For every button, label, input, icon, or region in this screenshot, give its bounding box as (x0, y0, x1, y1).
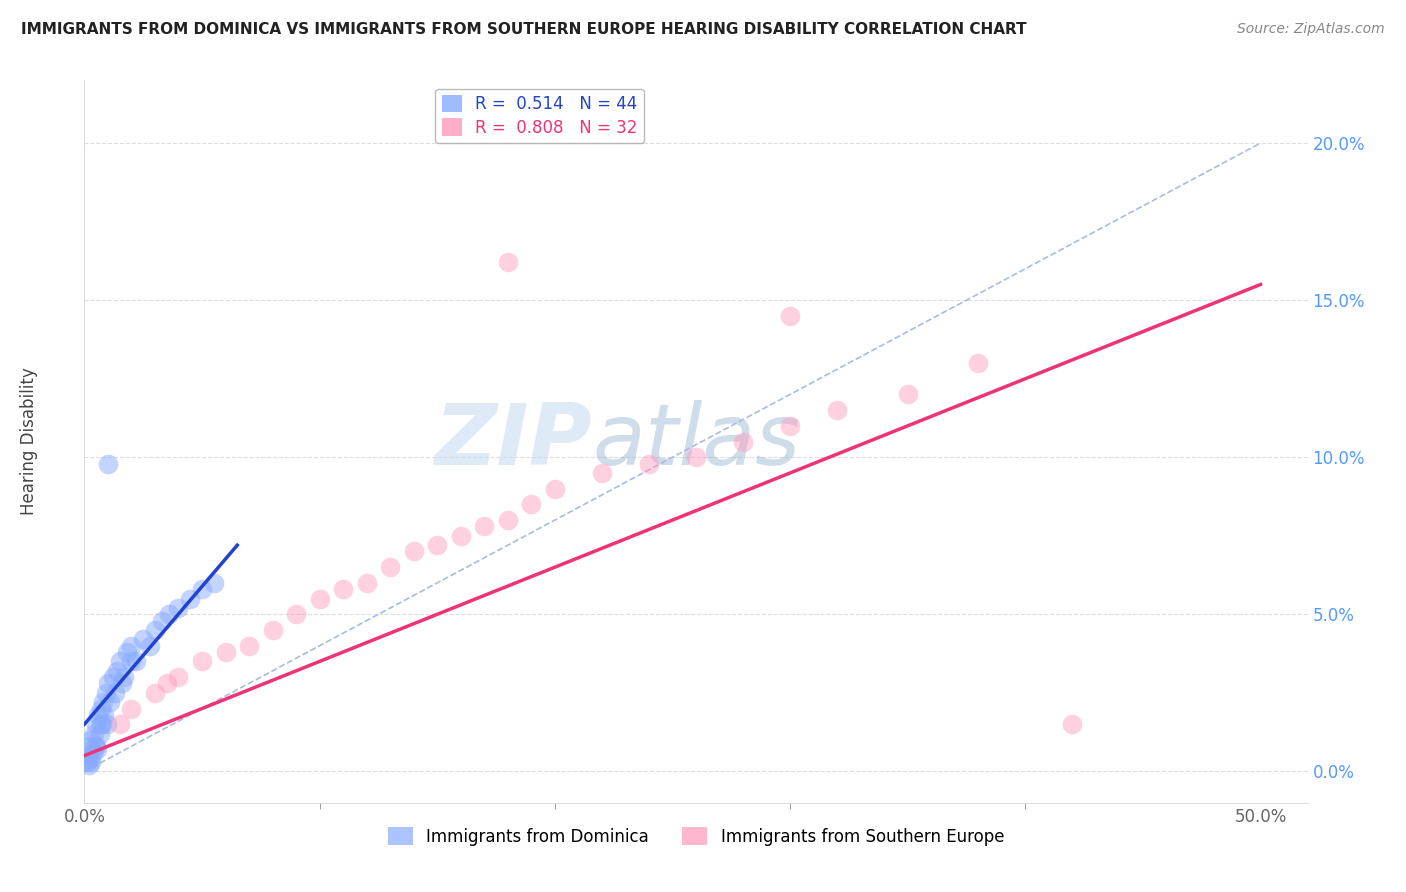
Point (111, 676, 134, 690)
Point (967, 356, 990, 370)
Point (94, 686, 117, 700)
Text: atlas: atlas (592, 400, 800, 483)
Point (157, 607, 180, 622)
Point (179, 591, 201, 606)
Point (84, 717, 107, 731)
Point (544, 482, 567, 496)
Point (285, 607, 308, 622)
Point (82, 746, 104, 760)
Point (90, 717, 112, 731)
Point (638, 457, 661, 471)
Point (150, 614, 173, 628)
Point (132, 632, 155, 647)
Point (96, 717, 118, 731)
Point (98, 695, 121, 709)
Point (77, 758, 100, 772)
Point (202, 575, 225, 590)
Point (86, 742, 108, 756)
Point (143, 686, 166, 700)
Point (104, 686, 127, 700)
Legend: Immigrants from Dominica, Immigrants from Southern Europe: Immigrants from Dominica, Immigrants fro… (381, 821, 1011, 852)
Text: Hearing Disability: Hearing Disability (20, 368, 38, 516)
Point (80, 733, 103, 747)
Point (496, 255, 519, 269)
Point (591, 466, 613, 480)
Point (77, 739, 100, 754)
Point (87, 707, 110, 722)
Point (115, 645, 138, 659)
Point (191, 582, 214, 597)
Point (112, 670, 135, 684)
Point (105, 664, 128, 678)
Point (120, 639, 142, 653)
Point (520, 497, 543, 511)
Point (84, 739, 107, 754)
Point (450, 529, 472, 543)
Point (91, 695, 114, 709)
Text: ZIP: ZIP (434, 400, 592, 483)
Point (91, 717, 114, 731)
Point (496, 513, 519, 527)
Point (426, 538, 449, 552)
Point (83, 727, 105, 741)
Point (238, 639, 260, 653)
Point (120, 701, 142, 715)
Point (262, 623, 284, 637)
Point (214, 645, 236, 659)
Point (191, 655, 214, 669)
Text: Source: ZipAtlas.com: Source: ZipAtlas.com (1237, 22, 1385, 37)
Point (731, 434, 754, 449)
Point (167, 670, 190, 684)
Point (90, 701, 112, 715)
Point (84, 739, 107, 754)
Point (167, 601, 190, 615)
Point (108, 717, 131, 731)
Point (156, 676, 179, 690)
Point (143, 623, 166, 637)
Point (779, 309, 801, 323)
Point (120, 655, 142, 669)
Point (779, 418, 801, 433)
Point (89, 727, 111, 741)
Point (685, 450, 707, 465)
Point (402, 544, 425, 558)
Point (80, 755, 103, 769)
Point (77, 748, 100, 763)
Point (332, 582, 354, 597)
Point (125, 655, 148, 669)
Point (139, 639, 162, 653)
Point (101, 670, 124, 684)
Point (108, 655, 131, 669)
Point (79, 752, 101, 766)
Point (825, 403, 848, 417)
Point (308, 591, 330, 606)
Point (897, 387, 920, 401)
Point (472, 519, 495, 533)
Point (356, 575, 378, 590)
Point (97, 457, 120, 471)
Point (1062, 717, 1084, 731)
Point (97, 676, 120, 690)
Point (93, 707, 115, 722)
Point (380, 560, 402, 574)
Point (76, 755, 98, 769)
Text: IMMIGRANTS FROM DOMINICA VS IMMIGRANTS FROM SOUTHERN EUROPE HEARING DISABILITY C: IMMIGRANTS FROM DOMINICA VS IMMIGRANTS F… (21, 22, 1026, 37)
